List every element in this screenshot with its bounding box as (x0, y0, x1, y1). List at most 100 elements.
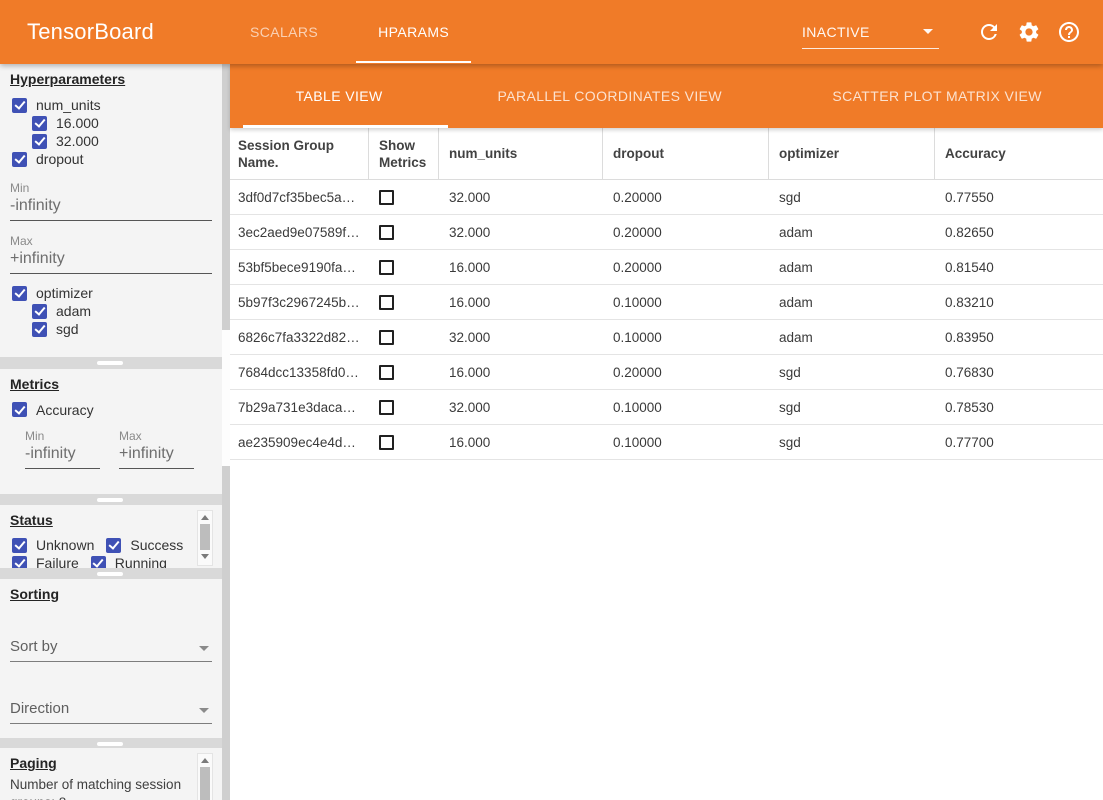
table-row: 7684dcc13358fd0… 16.000 0.20000 sgd 0.76… (230, 355, 1103, 390)
hparam-value-32[interactable]: 32.000 (32, 132, 222, 150)
cell-optimizer: adam (769, 225, 935, 240)
accuracy-max-field[interactable]: Max +infinity (119, 429, 194, 469)
table-row: 3df0d7cf35bec5a… 32.000 0.20000 sgd 0.77… (230, 180, 1103, 215)
hparam-value-sgd[interactable]: sgd (32, 320, 222, 338)
chevron-down-icon (199, 646, 209, 651)
cell-num-units: 32.000 (439, 400, 603, 415)
status-scrollbar[interactable] (197, 510, 213, 566)
metric-accuracy[interactable]: Accuracy (12, 401, 222, 419)
max-input[interactable]: +infinity (10, 248, 212, 274)
pane-resize-handle[interactable] (0, 357, 222, 369)
table-row: 5b97f3c2967245b… 16.000 0.10000 adam 0.8… (230, 285, 1103, 320)
cell-dropout: 0.10000 (603, 330, 769, 345)
sidebar-scrollbar[interactable] (222, 64, 230, 800)
view-tabs: TABLE VIEW PARALLEL COORDINATES VIEW SCA… (230, 64, 1103, 128)
status-unknown[interactable]: Unknown (12, 537, 94, 553)
table-row: 7b29a731e3daca… 32.000 0.10000 sgd 0.785… (230, 390, 1103, 425)
tab-parallel-coordinates-view[interactable]: PARALLEL COORDINATES VIEW (448, 64, 771, 128)
show-metrics-checkbox[interactable] (379, 295, 394, 310)
cell-num-units: 16.000 (439, 365, 603, 380)
section-metrics: Metrics Accuracy Min -infinity Max +infi… (0, 369, 222, 495)
topbar-controls: INACTIVE (802, 0, 1081, 64)
show-metrics-checkbox[interactable] (379, 190, 394, 205)
scroll-up-icon[interactable] (201, 758, 209, 763)
cell-dropout: 0.10000 (603, 400, 769, 415)
scrollbar-thumb[interactable] (222, 330, 230, 466)
checkbox-icon[interactable] (106, 538, 121, 553)
show-metrics-checkbox[interactable] (379, 435, 394, 450)
cell-accuracy: 0.82650 (935, 225, 1103, 240)
hparam-value-label: adam (56, 303, 91, 319)
show-metrics-checkbox[interactable] (379, 400, 394, 415)
checkbox-icon[interactable] (32, 134, 47, 149)
pane-resize-handle[interactable] (0, 494, 222, 505)
session-group-name: 7b29a731e3daca… (230, 400, 369, 415)
settings-gear-icon[interactable] (1017, 20, 1041, 44)
sort-by-dropdown[interactable]: Sort by (10, 630, 212, 662)
hparam-dropout[interactable]: dropout (12, 150, 222, 168)
show-metrics-checkbox[interactable] (379, 330, 394, 345)
session-group-name: ae235909ec4e4d… (230, 435, 369, 450)
scroll-down-icon[interactable] (201, 554, 209, 559)
section-hyperparameters: Hyperparameters num_units 16.000 32.000 … (0, 64, 222, 357)
pane-resize-handle[interactable] (0, 738, 222, 748)
pane-resize-handle[interactable] (0, 568, 222, 579)
scroll-up-icon[interactable] (201, 515, 209, 520)
show-metrics-checkbox[interactable] (379, 260, 394, 275)
session-group-name: 7684dcc13358fd0… (230, 365, 369, 380)
show-metrics-checkbox[interactable] (379, 365, 394, 380)
status-success[interactable]: Success (106, 537, 183, 553)
max-input[interactable]: +infinity (119, 443, 194, 469)
checkbox-icon[interactable] (91, 556, 106, 568)
hparam-num-units[interactable]: num_units (12, 96, 222, 114)
checkbox-icon[interactable] (32, 116, 47, 131)
tab-table-view[interactable]: TABLE VIEW (230, 64, 448, 128)
checkbox-icon[interactable] (12, 152, 27, 167)
sorting-title: Sorting (0, 579, 222, 602)
tab-hparams[interactable]: HPARAMS (348, 0, 479, 64)
paging-scrollbar[interactable] (197, 753, 213, 800)
table-row: ae235909ec4e4d… 16.000 0.10000 sgd 0.777… (230, 425, 1103, 460)
scrollbar-thumb[interactable] (200, 524, 210, 550)
status-running[interactable]: Running (91, 555, 167, 568)
tab-scalars[interactable]: SCALARS (220, 0, 348, 64)
hparam-optimizer[interactable]: optimizer (12, 284, 222, 302)
column-header-optimizer: optimizer (769, 128, 935, 180)
scrollbar-thumb[interactable] (200, 767, 210, 800)
run-status-dropdown[interactable]: INACTIVE (802, 15, 939, 49)
tab-scatter-plot-matrix-view[interactable]: SCATTER PLOT MATRIX VIEW (771, 64, 1103, 128)
hparam-label: dropout (36, 151, 83, 167)
cell-optimizer: sgd (769, 400, 935, 415)
checkbox-icon[interactable] (12, 538, 27, 553)
column-header-num-units: num_units (439, 128, 603, 180)
cell-optimizer: adam (769, 260, 935, 275)
hparam-value-label: sgd (56, 321, 79, 337)
cell-accuracy: 0.83950 (935, 330, 1103, 345)
hparam-value-16[interactable]: 16.000 (32, 114, 222, 132)
checkbox-icon[interactable] (12, 98, 27, 113)
dropout-min-field[interactable]: Min -infinity (10, 181, 212, 221)
checkbox-icon[interactable] (12, 402, 27, 417)
status-failure[interactable]: Failure (12, 555, 79, 568)
accuracy-min-field[interactable]: Min -infinity (25, 429, 100, 469)
checkbox-icon[interactable] (32, 304, 47, 319)
section-status: Status Unknown Success Failure (0, 505, 222, 568)
checkbox-icon[interactable] (32, 322, 47, 337)
help-icon[interactable] (1057, 20, 1081, 44)
dropout-max-field[interactable]: Max +infinity (10, 234, 212, 274)
hparam-label: num_units (36, 97, 101, 113)
show-metrics-checkbox[interactable] (379, 225, 394, 240)
hparam-value-adam[interactable]: adam (32, 302, 222, 320)
cell-optimizer: adam (769, 295, 935, 310)
tab-hparams-label: HPARAMS (378, 24, 449, 40)
tab-scalars-label: SCALARS (250, 24, 318, 40)
direction-dropdown[interactable]: Direction (10, 692, 212, 724)
section-sorting: Sorting Sort by Direction (0, 579, 222, 738)
hyperparameters-title: Hyperparameters (0, 64, 222, 87)
min-input[interactable]: -infinity (25, 443, 100, 469)
checkbox-icon[interactable] (12, 556, 27, 568)
cell-num-units: 32.000 (439, 330, 603, 345)
checkbox-icon[interactable] (12, 286, 27, 301)
min-input[interactable]: -infinity (10, 195, 212, 221)
reload-icon[interactable] (977, 20, 1001, 44)
